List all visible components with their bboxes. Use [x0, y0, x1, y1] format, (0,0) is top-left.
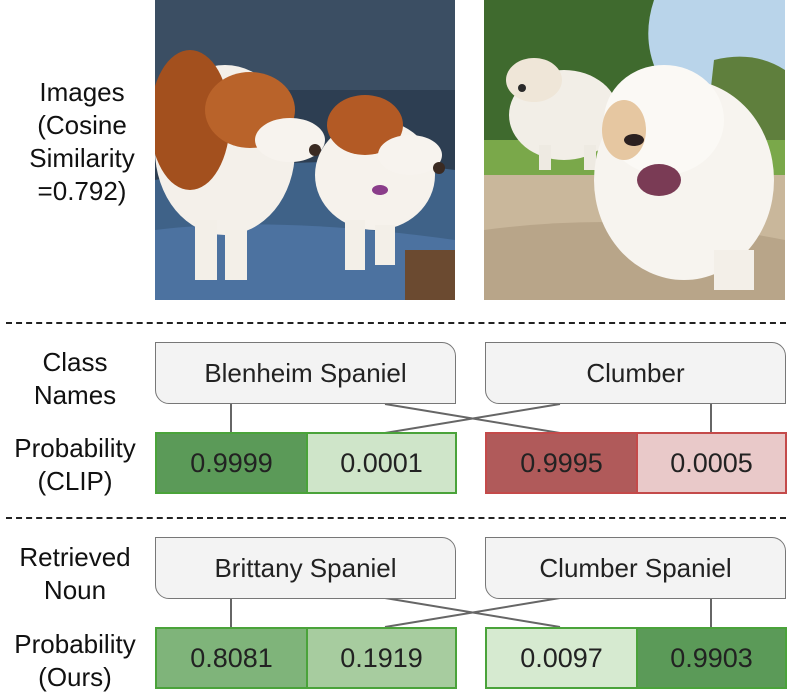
- retrieved-noun-text: Brittany Spaniel: [214, 552, 397, 583]
- class-name-text: Clumber: [586, 357, 685, 388]
- ours-prob-cell: 0.9903: [636, 629, 785, 687]
- retrieved-noun-box-brittany: Brittany Spaniel: [155, 537, 456, 599]
- probability-clip-label: Probability (CLIP): [14, 433, 136, 496]
- clip-prob-group-left: [155, 432, 457, 494]
- ours-prob-group-left: [155, 627, 457, 689]
- brittany-spaniels-image: [155, 0, 455, 300]
- class-name-box-blenheim: Blenheim Spaniel: [155, 342, 456, 404]
- clip-prob-cell: 0.0001: [306, 434, 455, 492]
- ours-prob-cell: 0.1919: [306, 629, 455, 687]
- ours-prob-cell: 0.0097: [487, 629, 636, 687]
- class-names-label: Class Names: [33, 347, 117, 410]
- ours-prob-cell: 0.8081: [157, 629, 306, 687]
- separator-bottom: [6, 517, 786, 519]
- class-name-text: Blenheim Spaniel: [204, 357, 407, 388]
- clip-prob-cell: 0.9995: [487, 434, 636, 492]
- class-name-box-clumber: Clumber: [485, 342, 786, 404]
- ours-prob-group-right: [485, 627, 787, 689]
- clip-prob-cell: 0.9999: [157, 434, 306, 492]
- images-label: Images (Cosine Similarity =0.792): [29, 77, 135, 206]
- separator-top: [6, 322, 786, 324]
- dog-photo-left: [155, 0, 455, 300]
- retrieved-noun-label: Retrieved Noun: [19, 542, 131, 605]
- probability-ours-label: Probability (Ours): [14, 629, 136, 692]
- clip-prob-group-right: [485, 432, 787, 494]
- retrieved-noun-box-clumber: Clumber Spaniel: [485, 537, 786, 599]
- dog-photo-right: [484, 0, 785, 300]
- clumber-spaniels-image: [484, 0, 785, 300]
- clip-prob-cell: 0.0005: [636, 434, 785, 492]
- retrieved-noun-text: Clumber Spaniel: [539, 552, 732, 583]
